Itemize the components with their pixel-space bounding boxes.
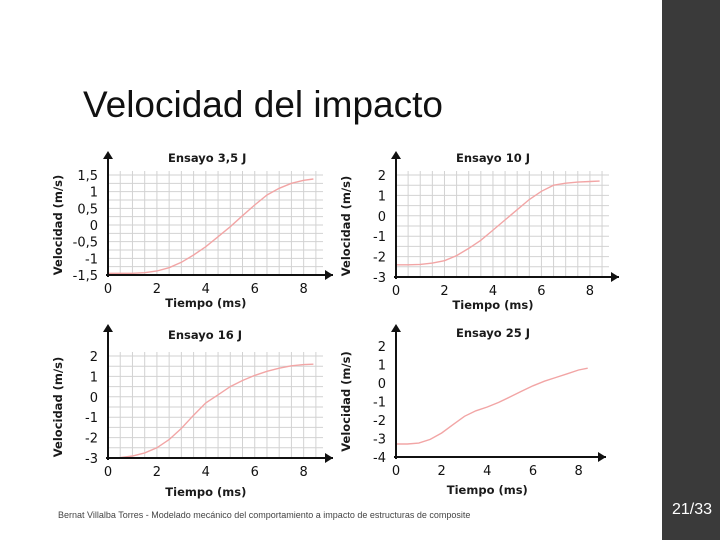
x-tick-label: 0 xyxy=(392,284,400,299)
x-tick-label: 6 xyxy=(537,284,545,299)
x-tick-label: 0 xyxy=(104,465,112,480)
y-tick-label: 0,5 xyxy=(77,202,98,217)
x-tick-label: 2 xyxy=(438,464,446,479)
y-axis-label: Velocidad (m/s) xyxy=(51,175,65,275)
y-tick-label: -1 xyxy=(373,396,386,411)
x-tick-label: 6 xyxy=(529,464,537,479)
page-number: 21/33 xyxy=(672,501,713,518)
x-tick-label: 2 xyxy=(153,282,161,297)
x-axis-arrow xyxy=(611,272,619,282)
x-tick-label: 8 xyxy=(574,464,582,479)
y-axis-arrow xyxy=(103,151,113,159)
series-line-velocidad xyxy=(107,363,314,459)
x-axis-label: Tiempo (ms) xyxy=(447,483,528,497)
chart-ensayo-25j: -4 -3 -2 -1 0 1 2 0 2 4 6 8 Ensayo 25 J Tiempo (ms) Ve… xyxy=(339,324,606,497)
x-tick-label: 8 xyxy=(300,282,308,297)
x-tick-label: 2 xyxy=(153,465,161,480)
y-tick-label: 2 xyxy=(378,340,386,355)
side-bar xyxy=(662,0,720,540)
y-axis-label: Velocidad (m/s) xyxy=(339,351,353,451)
chart-title: Ensayo 25 J xyxy=(456,326,530,340)
chart-title: Ensayo 10 J xyxy=(456,151,530,165)
y-axis-label: Velocidad (m/s) xyxy=(51,357,65,457)
chart-ensayo-3-5j: -1,5 -1-0,5 0 0,51 1,5 0 2 4 6 8 Ensayo 3,5 J Tiemp… xyxy=(51,151,333,310)
y-tick-label: 1 xyxy=(378,359,386,374)
x-axis-arrow xyxy=(598,452,606,462)
chart-title: Ensayo 3,5 J xyxy=(168,151,246,165)
x-tick-label: 4 xyxy=(483,464,491,479)
y-tick-label: -3 xyxy=(373,433,386,448)
x-axis-arrow xyxy=(325,270,333,280)
y-axis-arrow xyxy=(103,324,113,332)
y-tick-label: -2 xyxy=(85,432,98,447)
x-axis-label: Tiempo (ms) xyxy=(165,296,246,310)
x-tick-label: 6 xyxy=(251,465,259,480)
y-tick-label: -0,5 xyxy=(73,236,98,251)
x-tick-label: 4 xyxy=(489,284,497,299)
x-tick-label: 2 xyxy=(440,284,448,299)
x-axis-label: Tiempo (ms) xyxy=(165,485,246,499)
x-tick-label: 0 xyxy=(104,282,112,297)
y-tick-label: 0 xyxy=(378,210,386,225)
series-line-velocidad xyxy=(396,367,588,445)
x-tick-label: 4 xyxy=(202,282,210,297)
y-tick-label: 1,5 xyxy=(77,169,98,184)
y-axis-label: Velocidad (m/s) xyxy=(339,176,353,276)
y-tick-label: 2 xyxy=(378,169,386,184)
y-axis-arrow xyxy=(391,151,401,159)
series-line-velocidad xyxy=(396,180,600,266)
y-axis-arrow xyxy=(391,324,401,332)
y-tick-label: 1 xyxy=(90,370,98,385)
x-axis-label: Tiempo (ms) xyxy=(452,298,533,312)
y-tick-label: 0 xyxy=(90,219,98,234)
y-tick-label: -2 xyxy=(373,414,386,429)
x-tick-label: 4 xyxy=(202,465,210,480)
x-tick-label: 0 xyxy=(392,464,400,479)
series-line-velocidad xyxy=(108,178,314,274)
chart-ensayo-16j: -3 -2 -1 0 1 2 0 2 4 6 8 Ensayo 16 J Tiempo (ms) Velo… xyxy=(51,324,333,499)
x-tick-label: 8 xyxy=(586,284,594,299)
y-tick-label: 0 xyxy=(90,391,98,406)
footer-text: Bernat Villalba Torres - Modelado mecáni… xyxy=(58,510,471,520)
slide-title: Velocidad del impacto xyxy=(83,84,443,125)
y-tick-label: 1 xyxy=(378,189,386,204)
x-tick-label: 6 xyxy=(251,282,259,297)
x-tick-label: 8 xyxy=(300,465,308,480)
y-tick-label: -1 xyxy=(85,252,98,267)
y-tick-label: -3 xyxy=(373,271,386,286)
y-tick-label: -3 xyxy=(85,452,98,467)
y-tick-label: -1 xyxy=(373,230,386,245)
y-tick-label: -1,5 xyxy=(73,269,98,284)
y-tick-label: -2 xyxy=(373,251,386,266)
y-tick-label: 2 xyxy=(90,350,98,365)
y-tick-label: -1 xyxy=(85,411,98,426)
y-tick-label: -4 xyxy=(373,451,386,466)
chart-title: Ensayo 16 J xyxy=(168,328,242,342)
y-tick-label: 1 xyxy=(90,186,98,201)
y-tick-label: 0 xyxy=(378,377,386,392)
x-axis-arrow xyxy=(325,453,333,463)
chart-ensayo-10j: -3 -2 -1 0 1 2 0 2 4 6 8 Ensayo 10 J Tiempo (ms) Velo… xyxy=(339,151,619,312)
